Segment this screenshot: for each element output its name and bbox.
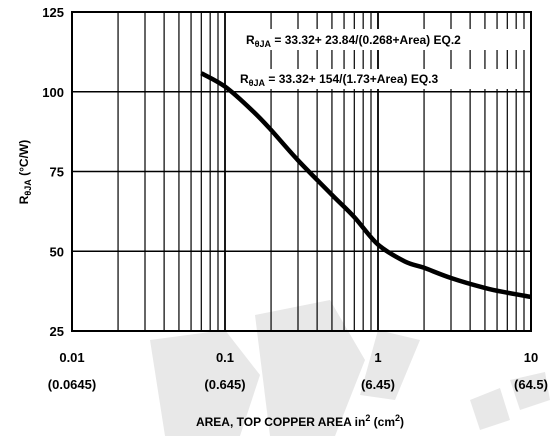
x-tick-label: 1: [374, 350, 381, 365]
grid: [72, 12, 531, 331]
annotation-eq2: RθJA = 33.32+ 23.84/(0.268+Area) EQ.2: [246, 33, 461, 49]
x-tick-sublabel: (0.0645): [48, 377, 96, 392]
x-tick-sublabel: (6.45): [361, 377, 395, 392]
y-tick-labels: 25 50 75 100 125: [42, 5, 64, 339]
annotation-eq3: RθJA = 33.32+ 154/(1.73+Area) EQ.3: [240, 72, 438, 88]
x-tick-sublabel: (64.5): [514, 377, 548, 392]
x-tick-label: 10: [524, 350, 538, 365]
y-tick-label: 50: [50, 244, 64, 259]
y-tick-label: 125: [42, 5, 64, 20]
plot-frame: [71, 11, 532, 332]
x-tick-sublabel: (0.645): [204, 377, 245, 392]
x-tick-labels: 0.01 (0.0645) 0.1 (0.645) 1 (6.45) 10 (64.5): [48, 350, 548, 392]
y-axis-label: RθJA (°C/W): [17, 140, 33, 205]
annotation-eq2-box: [242, 29, 527, 50]
x-tick-label: 0.1: [216, 350, 234, 365]
y-tick-label: 25: [50, 324, 64, 339]
y-tick-label: 75: [50, 165, 64, 180]
annotation-eq3-box: [236, 69, 523, 89]
series-line: [200, 71, 532, 300]
x-tick-label: 0.01: [59, 350, 84, 365]
y-tick-label: 100: [42, 85, 64, 100]
x-axis-label: AREA, TOP COPPER AREA in2 (cm2): [196, 413, 404, 429]
